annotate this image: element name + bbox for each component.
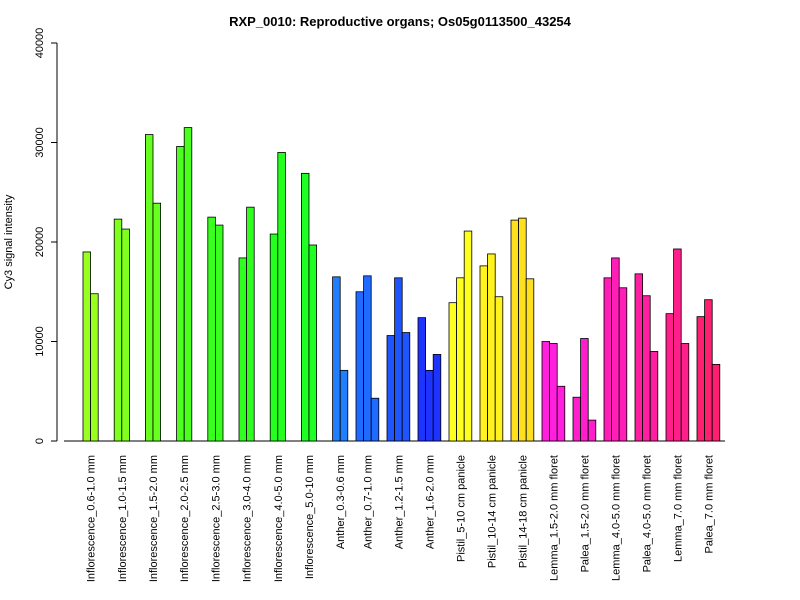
bar xyxy=(144,134,154,442)
bar xyxy=(649,351,659,442)
bar xyxy=(332,276,341,442)
bar xyxy=(300,172,310,442)
y-tick-label: 20000 xyxy=(34,227,46,258)
bar xyxy=(277,152,286,442)
y-tick-label: 40000 xyxy=(34,28,46,59)
bar xyxy=(90,293,99,442)
bar xyxy=(680,343,690,442)
x-tick-label: Inflorescence_0.6-1.0 mm xyxy=(86,455,98,582)
bar xyxy=(214,224,224,442)
x-tick-label: Inflorescence_3.0-4.0 mm xyxy=(242,455,254,582)
bar xyxy=(401,332,411,442)
bar xyxy=(696,316,705,442)
y-tick-label: 10000 xyxy=(34,326,46,357)
bar xyxy=(238,257,247,442)
bar xyxy=(711,363,721,442)
bar xyxy=(587,419,597,442)
x-tick-label: Lemma_1.5-2.0 mm floret xyxy=(548,455,560,581)
bar xyxy=(494,296,504,442)
bar xyxy=(269,233,279,442)
bar xyxy=(432,354,442,442)
x-tick-label: Palea_7.0 mm floret xyxy=(703,455,715,553)
bar xyxy=(603,277,612,442)
bar xyxy=(549,343,558,442)
x-tick-label: Pistil_10-14 cm panicle xyxy=(486,455,498,568)
y-tick-label: 0 xyxy=(34,438,46,444)
bar xyxy=(665,313,674,442)
bar xyxy=(339,369,349,442)
bar xyxy=(487,253,496,442)
bar xyxy=(207,216,216,442)
bar xyxy=(673,248,682,442)
bar xyxy=(386,335,395,442)
bar xyxy=(370,397,380,442)
x-tick-label: Anther_0.7-1.0 mm xyxy=(362,455,374,549)
x-tick-label: Palea_1.5-2.0 mm floret xyxy=(579,455,591,572)
bar xyxy=(394,277,403,442)
bar xyxy=(541,341,550,442)
x-tick-label: Inflorescence_1.5-2.0 mm xyxy=(148,455,160,582)
y-axis-label: Cy3 signal intensity xyxy=(3,194,15,289)
bar xyxy=(417,317,426,442)
x-tick-label: Palea_4.0-5.0 mm floret xyxy=(641,455,653,572)
bar xyxy=(246,206,255,442)
bar xyxy=(363,275,372,442)
bars-group xyxy=(82,127,721,442)
bar xyxy=(518,217,527,442)
bar xyxy=(308,244,317,442)
bar xyxy=(611,257,620,442)
bar xyxy=(355,291,364,442)
x-tick-label: Lemma_7.0 mm floret xyxy=(672,455,684,562)
bar xyxy=(556,385,566,442)
x-tick-label: Anther_0.3-0.6 mm xyxy=(335,455,347,549)
bar xyxy=(618,287,628,442)
bar xyxy=(448,302,457,442)
chart-title: RXP_0010: Reproductive organs; Os05g0113… xyxy=(229,14,572,29)
bar xyxy=(152,202,161,442)
y-axis: 0 10000 20000 30000 40000 xyxy=(34,28,58,444)
bar xyxy=(479,265,488,442)
bar xyxy=(425,369,434,442)
x-tick-label: Inflorescence_1.0-1.5 mm xyxy=(117,455,129,582)
bar xyxy=(510,219,519,442)
x-tick-label: Inflorescence_2.0-2.5 mm xyxy=(179,455,191,582)
x-tick-label: Pistil_5-10 cm panicle xyxy=(455,455,467,562)
category-labels: Inflorescence_0.6-1.0 mm Inflorescence_1.… xyxy=(86,455,716,582)
bar xyxy=(704,299,713,442)
x-tick-label: Inflorescence_5.0-10 mm xyxy=(304,455,316,579)
bar xyxy=(580,338,589,442)
y-tick-label: 30000 xyxy=(34,127,46,158)
bar xyxy=(634,273,643,442)
x-tick-label: Pistil_14-18 cm panicle xyxy=(517,455,529,568)
bar xyxy=(121,228,130,442)
x-tick-label: Anther_1.6-2.0 mm xyxy=(424,455,436,549)
x-tick-label: Anther_1.2-1.5 mm xyxy=(393,455,405,549)
bar xyxy=(572,396,581,442)
bar xyxy=(82,251,91,442)
x-tick-label: Inflorescence_4.0-5.0 mm xyxy=(273,455,285,582)
bar xyxy=(113,218,123,442)
bar xyxy=(525,278,535,442)
bar xyxy=(456,277,465,442)
bar xyxy=(463,230,473,442)
bar xyxy=(176,146,185,442)
bar xyxy=(642,295,651,442)
bar xyxy=(183,127,193,442)
x-tick-label: Inflorescence_2.5-3.0 mm xyxy=(210,455,222,582)
x-tick-label: Lemma_4.0-5.0 mm floret xyxy=(610,455,622,581)
